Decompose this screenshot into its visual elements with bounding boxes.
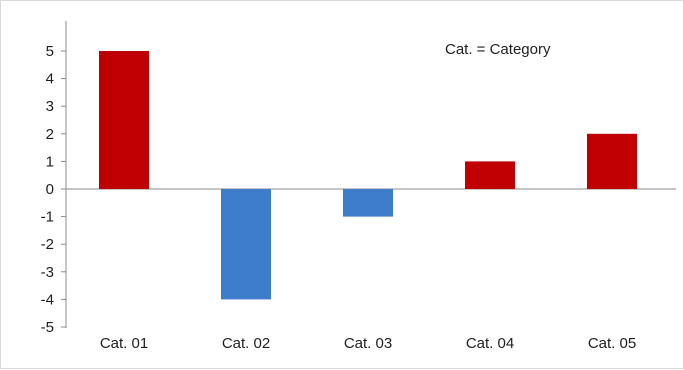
x-category-label: Cat. 05 <box>588 335 636 352</box>
y-tick-label: -3 <box>41 264 54 281</box>
y-tick-label: -5 <box>41 319 54 336</box>
x-axis-labels: Cat. 01 Cat. 02 Cat. 03 Cat. 04 Cat. 05 <box>100 335 636 352</box>
y-tick-label: -2 <box>41 236 54 253</box>
bar-1 <box>99 51 149 189</box>
x-category-label: Cat. 03 <box>344 335 392 352</box>
y-tick-label: 2 <box>46 126 54 143</box>
category-annotation: Cat. = Category <box>445 41 551 58</box>
bars <box>99 51 637 300</box>
bar-5 <box>587 133 637 189</box>
bar-4 <box>465 161 515 189</box>
y-tick-label: 4 <box>46 71 54 88</box>
x-category-label: Cat. 02 <box>222 335 270 352</box>
x-category-label: Cat. 01 <box>100 335 148 352</box>
y-tick-label: -1 <box>41 209 54 226</box>
y-tick-label: 5 <box>46 43 54 60</box>
y-tick-label: 1 <box>46 153 54 170</box>
bar-2 <box>221 189 271 300</box>
y-tick-label: 0 <box>46 181 54 198</box>
y-axis-ticks: 5 4 3 2 1 0 -1 -2 -3 -4 -5 <box>41 43 66 336</box>
x-category-label: Cat. 04 <box>466 335 514 352</box>
bar-3 <box>343 189 393 217</box>
y-tick-label: 3 <box>46 98 54 115</box>
y-tick-label: -4 <box>41 291 54 308</box>
